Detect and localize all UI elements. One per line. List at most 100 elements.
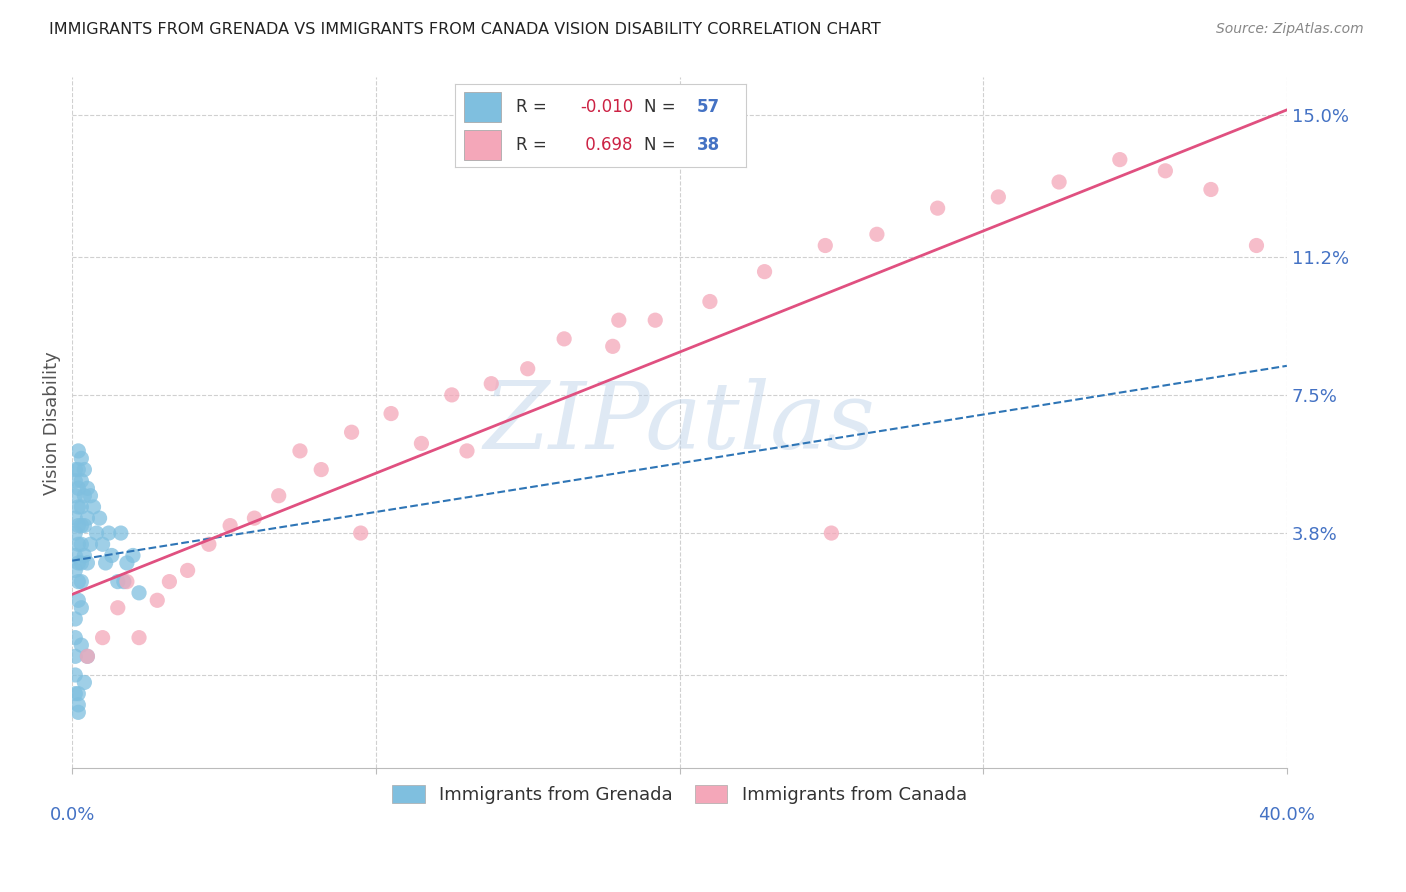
Point [814,238,837,252]
Point [309,462,332,476]
Point [100,549,122,563]
Point [107,600,129,615]
Text: ZIPatlas: ZIPatlas [484,378,876,468]
Point [440,388,463,402]
Point [82,500,104,514]
Point [67,687,90,701]
Point [107,574,129,589]
Point [67,537,90,551]
Point [86,526,108,541]
Point [65,526,87,541]
Point [516,361,538,376]
Point [553,332,575,346]
Point [411,436,433,450]
Point [198,537,221,551]
Point [79,489,101,503]
Point [70,451,93,466]
Point [987,190,1010,204]
Point [115,556,138,570]
Point [754,265,776,279]
Point [644,313,666,327]
Point [67,444,90,458]
Text: 0.0%: 0.0% [49,805,96,823]
Point [76,649,98,664]
Point [91,631,114,645]
Point [70,537,93,551]
Legend: Immigrants from Grenada, Immigrants from Canada: Immigrants from Grenada, Immigrants from… [385,777,974,811]
Point [267,489,290,503]
Point [67,593,90,607]
Point [73,489,96,503]
Point [94,556,117,570]
Text: Source: ZipAtlas.com: Source: ZipAtlas.com [1216,22,1364,37]
Point [456,444,478,458]
Point [67,706,90,720]
Point [67,556,90,570]
Point [65,462,87,476]
Point [176,563,198,577]
Point [866,227,889,242]
Point [1047,175,1070,189]
Point [112,574,135,589]
Point [243,511,266,525]
Point [91,537,114,551]
Point [157,574,180,589]
Point [65,687,87,701]
Point [76,481,98,495]
Point [67,462,90,476]
Point [73,518,96,533]
Point [65,649,87,664]
Point [1154,163,1177,178]
Point [479,376,502,391]
Point [128,631,150,645]
Y-axis label: Vision Disability: Vision Disability [44,351,60,495]
Point [65,549,87,563]
Point [70,474,93,488]
Point [70,600,93,615]
Point [89,511,111,525]
Point [67,698,90,712]
Point [67,518,90,533]
Point [602,339,624,353]
Point [65,668,87,682]
Point [380,407,402,421]
Point [122,549,145,563]
Point [128,586,150,600]
Point [65,511,87,525]
Point [288,444,311,458]
Point [1199,182,1222,196]
Point [927,201,949,215]
Point [70,518,93,533]
Point [76,511,98,525]
Point [73,549,96,563]
Point [607,313,630,327]
Point [67,481,90,495]
Point [219,518,242,533]
Point [110,526,132,541]
Point [79,537,101,551]
Point [146,593,169,607]
Point [699,294,721,309]
Point [70,638,93,652]
Point [115,574,138,589]
Point [70,574,93,589]
Point [65,489,87,503]
Point [73,462,96,476]
Point [76,556,98,570]
Point [67,574,90,589]
Point [67,500,90,514]
Text: 40.0%: 40.0% [1258,805,1315,823]
Point [73,675,96,690]
Point [70,500,93,514]
Point [70,556,93,570]
Point [65,474,87,488]
Point [65,563,87,577]
Point [76,649,98,664]
Point [350,526,373,541]
Point [340,425,363,440]
Point [1246,238,1268,252]
Point [820,526,842,541]
Point [97,526,120,541]
Point [65,612,87,626]
Point [1108,153,1130,167]
